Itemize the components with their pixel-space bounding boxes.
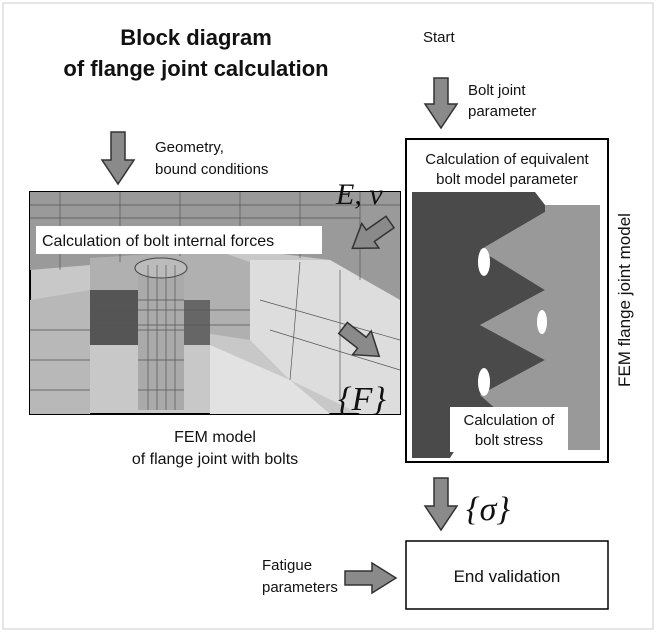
thread-gap <box>478 248 490 276</box>
arrow <box>345 563 396 593</box>
internal-forces-label: Calculation of bolt internal forces <box>42 233 274 250</box>
start-label: Start <box>423 29 456 46</box>
diagram: Block diagram of flange joint calculatio… <box>0 0 656 632</box>
fatigue-line: Fatigue <box>262 557 312 574</box>
equivalent-line: bolt model parameter <box>436 171 578 188</box>
equivalent-line: Calculation of equivalent <box>425 151 589 168</box>
end-label: End validation <box>454 567 561 586</box>
title-line: of flange joint calculation <box>63 56 328 81</box>
geometry-line: bound conditions <box>155 161 268 178</box>
material-symbols: E, ν <box>335 178 383 211</box>
stress-symbol: {σ} <box>466 491 510 528</box>
fatigue-line: parameters <box>262 579 338 596</box>
param-line: Bolt joint <box>468 82 526 99</box>
thread-gap <box>478 368 490 396</box>
arrow <box>425 78 457 128</box>
caption-line: of flange joint with bolts <box>132 451 298 468</box>
forces-symbol: {F} <box>338 381 386 418</box>
thread-gap <box>537 310 547 334</box>
param-line: parameter <box>468 103 536 120</box>
arrow <box>102 132 134 184</box>
stress-line: Calculation of <box>464 412 556 429</box>
geometry-line: Geometry, <box>155 139 224 156</box>
title-line: Block diagram <box>120 25 272 50</box>
arrow <box>425 478 457 530</box>
caption-line: FEM model <box>174 429 256 446</box>
vertical-label: FEM flange joint model <box>615 213 634 387</box>
stress-line: bolt stress <box>475 432 543 449</box>
